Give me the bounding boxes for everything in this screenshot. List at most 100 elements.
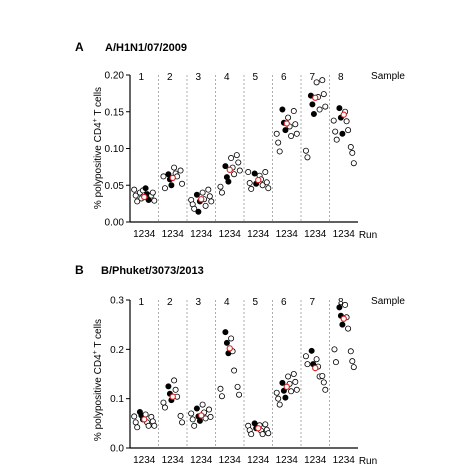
- panel-a-data-point: [276, 148, 283, 155]
- panel-a-data-point: [292, 121, 299, 128]
- panel-b-data-point: [293, 386, 300, 393]
- panel-b-data-point: [259, 431, 266, 438]
- panel-a-data-point: [231, 171, 238, 178]
- panel-a-y-tick-label: 0.05: [105, 181, 125, 192]
- panel-a-data-point: [168, 182, 175, 189]
- panel-b-data-point: [265, 430, 272, 437]
- panel-a-data-point: [310, 110, 317, 117]
- panel-b-data-point: [172, 386, 179, 393]
- panel-b-data-point: [234, 383, 241, 390]
- panel-a-data-point: [265, 185, 272, 192]
- panel-a-sample-header: Sample: [371, 71, 405, 82]
- panel-a-mean-point: [141, 193, 148, 201]
- panel-a-data-point: [202, 202, 209, 209]
- panel-a-data-point: [151, 197, 158, 204]
- panel-b-data-point: [177, 412, 184, 419]
- panel-b-data-point: [160, 399, 167, 406]
- panel-a-data-point: [309, 101, 316, 108]
- panel-a-run-tick-labels: 1234: [304, 229, 327, 240]
- panel-a-sample-label: 6: [281, 72, 287, 83]
- panel-b-data-point: [350, 364, 357, 371]
- panel-b-data-point: [339, 321, 346, 328]
- panel-a-data-point: [228, 155, 235, 162]
- panel-b-mean-point: [226, 345, 233, 352]
- panel-b-data-point: [196, 417, 203, 424]
- panel-a-sample-label: 1: [138, 72, 144, 83]
- panel-a-data-point: [279, 106, 286, 113]
- panel-a-data-point: [161, 185, 168, 192]
- panel-a-data-point: [333, 136, 340, 143]
- panel-a-data-point: [131, 186, 138, 193]
- panel-a: A A/H1N1/07/2009 Sample Run % polypositi…: [75, 40, 405, 241]
- panel-b-sample-label: 8: [338, 297, 344, 308]
- panel-b-data-point: [276, 401, 283, 408]
- panel-a-data-point: [248, 185, 255, 192]
- panel-b-data-point: [290, 370, 297, 377]
- panel-b-sample-label: 4: [224, 297, 230, 308]
- panel-a-data-point: [134, 198, 141, 205]
- panel-a-run-tick-labels: 1234: [276, 229, 299, 240]
- panel-b-data-point: [345, 325, 352, 332]
- panel-b-mean-point: [283, 383, 290, 390]
- panel-b-data-point: [313, 356, 320, 363]
- panel-a-data-point: [246, 180, 253, 187]
- panel-a-data-point: [235, 159, 242, 166]
- panel-b-sample-label: 1: [138, 297, 144, 308]
- panel-a-y-tick-label: 0.00: [105, 218, 125, 229]
- panel-b-data-point: [228, 335, 235, 342]
- panel-b-sample-label: 7: [309, 297, 315, 308]
- panel-a-run-tick-labels: 1234: [219, 229, 242, 240]
- panel-a-data-point: [251, 170, 258, 177]
- panel-b-data-point: [199, 401, 206, 408]
- panel-a-sample-label: 8: [338, 72, 344, 83]
- panel-a-y-axis-label: % polypositive CD4+ T cells: [92, 87, 104, 209]
- panel-a-data-point: [319, 77, 326, 84]
- panel-b-data-point: [188, 410, 195, 417]
- panel-b-data-point: [131, 413, 138, 420]
- panel-a-label: A: [75, 40, 84, 54]
- panel-a-data-point: [273, 130, 280, 137]
- panel-a-y-tick-label: 0.20: [105, 71, 125, 82]
- panel-a-mean-point: [283, 120, 290, 127]
- panel-a-data-point: [285, 114, 292, 121]
- panel-a-data-point: [339, 130, 346, 137]
- panel-b-data-point: [279, 379, 286, 386]
- panel-b-data-point: [331, 346, 338, 353]
- panel-a-y-tick-label: 0.15: [105, 107, 125, 118]
- panel-b-label: B: [75, 263, 84, 277]
- panel-b-data-point: [308, 347, 315, 354]
- panel-b-data-point: [179, 419, 186, 426]
- panel-a-run-tick-labels: 1234: [162, 229, 185, 240]
- panel-a-data-point: [288, 133, 295, 140]
- panel-b-data-point: [342, 301, 349, 308]
- panel-a-sample-label: 5: [252, 72, 258, 83]
- panel-b-sample-header: Sample: [371, 296, 405, 307]
- panel-b-data-point: [349, 358, 356, 365]
- panel-b-data-point: [161, 404, 168, 411]
- panel-b-data-point: [134, 424, 141, 431]
- panel-b-mean-point: [141, 416, 148, 423]
- panel-b-data-point: [302, 353, 309, 360]
- panel-b-mean-point: [198, 412, 205, 419]
- panel-a-sample-label: 3: [195, 72, 201, 83]
- panel-a-data-point: [290, 108, 297, 115]
- panel-b-data-point: [222, 329, 229, 336]
- panel-a-data-point: [304, 154, 311, 161]
- panel-a-data-point: [179, 180, 186, 187]
- panel-b-data-point: [171, 377, 178, 384]
- panel-b-data-point: [319, 372, 326, 379]
- panel-a-data-point: [225, 178, 232, 185]
- panel-a-data-point: [149, 189, 156, 196]
- panel-b-mean-point: [312, 364, 319, 372]
- panel-b-y-tick-label: 0.3: [110, 296, 124, 307]
- panel-b-run-tick-labels: 1234: [304, 455, 327, 466]
- panel-a-data-point: [347, 144, 354, 151]
- panel-a-data-point: [350, 160, 357, 167]
- panel-b-data-point: [282, 394, 289, 401]
- panel-a-sample-label: 4: [224, 72, 230, 83]
- panel-a-mean-point: [340, 111, 347, 118]
- panel-b-mean-point: [255, 425, 262, 432]
- panel-a-data-point: [336, 105, 343, 112]
- panel-b-data-point: [304, 361, 311, 368]
